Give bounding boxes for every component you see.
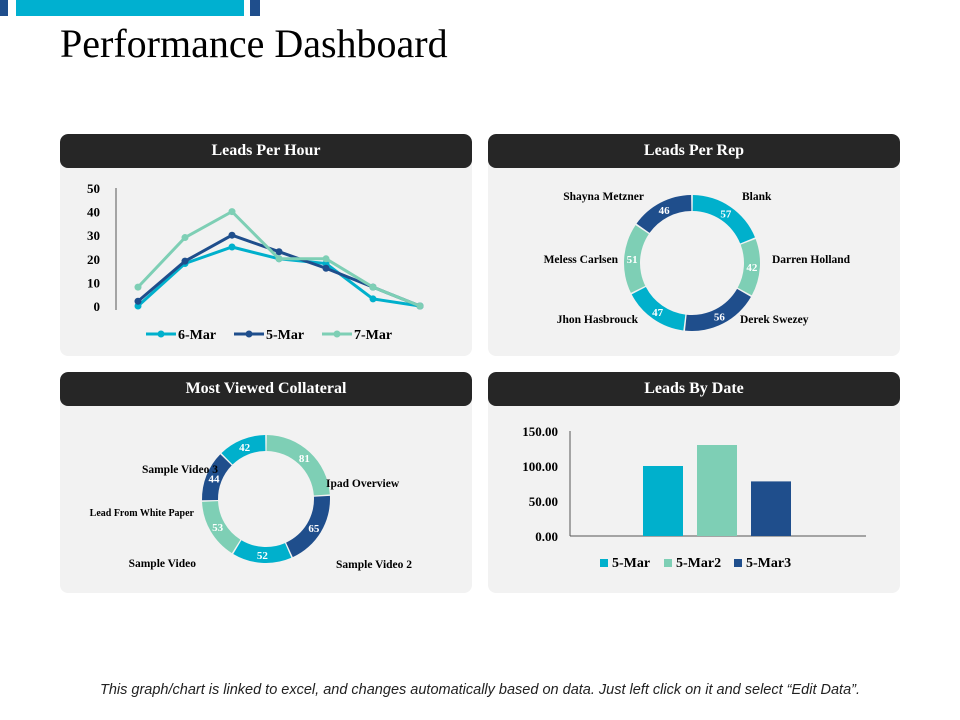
leads-per-hour-header: Leads Per Hour bbox=[60, 134, 472, 168]
slice-value-business-intel: 52 bbox=[257, 550, 269, 562]
legend-label-6-mar: 6-Mar bbox=[178, 328, 216, 343]
most-viewed-collateral-header: Most Viewed Collateral bbox=[60, 372, 472, 406]
leads-by-date-header: Leads By Date bbox=[488, 372, 900, 406]
legend-swatch-5-mar2 bbox=[664, 559, 672, 567]
footnote: This graph/chart is linked to excel, and… bbox=[99, 682, 861, 698]
donut-slice-darren-holland bbox=[737, 239, 760, 296]
top-accent-bar-left bbox=[0, 0, 8, 16]
slice-label-derek-swezey: Derek Swezey bbox=[740, 314, 809, 326]
top-accent-bar-right bbox=[250, 0, 260, 16]
data-point-7-mar bbox=[134, 283, 142, 291]
legend-marker-5-mar bbox=[245, 330, 253, 338]
slice-value-jhon-hasbrouck: 47 bbox=[652, 307, 664, 319]
donut-slice-business-intel bbox=[233, 540, 292, 563]
page-title: Performance Dashboard bbox=[60, 21, 448, 66]
data-point-7-mar bbox=[228, 208, 236, 216]
slice-value-blank: 57 bbox=[720, 208, 732, 220]
legend-label-7-mar: 7-Mar bbox=[354, 328, 392, 343]
leads-per-rep-chart[interactable]: 57 Blank 42 Darren Holland 56 Derek Swezey 47 J… bbox=[488, 168, 900, 356]
slice-value-darren-holland: 42 bbox=[746, 262, 758, 274]
legend-marker-6-mar bbox=[157, 330, 165, 338]
top-accent-bar-main bbox=[16, 0, 244, 16]
slice-label-ipad-overview: Ipad Overview bbox=[326, 478, 400, 490]
slice-value-sample-video-3: 42 bbox=[239, 442, 251, 454]
legend-swatch-5-mar3 bbox=[734, 559, 742, 567]
slice-label-jhon-hasbrouck: Jhon Hasbrouck bbox=[557, 314, 639, 326]
donut-slice-ipad-overview bbox=[266, 435, 330, 496]
y-tick-label: 50.00 bbox=[529, 494, 558, 509]
bar-5-mar3 bbox=[751, 481, 791, 536]
slice-label-darren-holland: Darren Holland bbox=[772, 254, 851, 266]
donut-slice-meless-carlsen bbox=[624, 225, 649, 293]
data-point-6-mar bbox=[228, 243, 236, 251]
donut-slice-blank bbox=[692, 195, 756, 244]
donut-slice-sample-video-3 bbox=[221, 435, 266, 465]
y-tick-label: 0 bbox=[94, 299, 101, 314]
data-point-7-mar bbox=[181, 234, 189, 242]
data-point-6-mar bbox=[369, 295, 377, 303]
slice-label-shayna-metzner: Shayna Metzner bbox=[563, 191, 644, 203]
y-tick-label: 0.00 bbox=[535, 529, 558, 544]
data-point-5-mar bbox=[181, 257, 189, 265]
slice-value-meless-carlsen: 51 bbox=[627, 254, 638, 266]
y-tick-label: 40 bbox=[87, 205, 100, 220]
slice-label-blank: Blank bbox=[742, 191, 772, 203]
y-tick-label: 30 bbox=[87, 228, 100, 243]
donut-slice-shayna-metzner bbox=[636, 195, 692, 233]
bar-5-mar bbox=[643, 466, 683, 536]
donut-slice-sample-video-2 bbox=[286, 495, 330, 558]
legend-label-5-mar: 5-Mar bbox=[612, 556, 650, 571]
leads-by-date-panel[interactable]: Leads By Date 150.00 100.00 50.00 0.00 5-Mar… bbox=[488, 372, 900, 593]
slice-value-derek-swezey: 56 bbox=[714, 311, 726, 323]
slice-label-sample-video-3: Sample Video 3 bbox=[142, 464, 218, 476]
most-viewed-collateral-panel[interactable]: Most Viewed Collateral 81 Ipad Overview 65… bbox=[60, 372, 472, 593]
y-tick-label: 150.00 bbox=[522, 424, 558, 439]
slice-label-meless-carlsen: Meless Carlsen bbox=[544, 254, 619, 266]
slice-value-lead-from-white-paper: 44 bbox=[208, 473, 220, 485]
legend-label-5-mar2: 5-Mar2 bbox=[676, 556, 721, 571]
leads-per-rep-header: Leads Per Rep bbox=[488, 134, 900, 168]
data-point-5-mar bbox=[228, 231, 236, 239]
slice-value-sample-video-2: 65 bbox=[308, 523, 320, 535]
legend-label-5-mar: 5-Mar bbox=[266, 328, 304, 343]
data-point-7-mar bbox=[369, 283, 377, 291]
series-line-5-mar bbox=[137, 233, 421, 308]
y-tick-label: 50 bbox=[87, 181, 100, 196]
leads-by-date-chart[interactable]: 150.00 100.00 50.00 0.00 5-Mar 5-Mar2 5-Mar3 bbox=[488, 406, 900, 593]
slice-value-ipad-overview: 81 bbox=[299, 453, 310, 465]
leads-per-hour-panel[interactable]: Leads Per Hour 50 40 30 20 10 0 6-Mar 5-Mar 7-Ma… bbox=[60, 134, 472, 356]
legend-swatch-5-mar bbox=[600, 559, 608, 567]
y-tick-label: 20 bbox=[87, 252, 100, 267]
leads-per-rep-panel[interactable]: Leads Per Rep 57 Blank 42 Darren Holland 56 D… bbox=[488, 134, 900, 356]
legend-label-5-mar3: 5-Mar3 bbox=[746, 556, 791, 571]
bar-5-mar2 bbox=[697, 445, 737, 536]
data-point-7-mar bbox=[322, 255, 330, 263]
y-tick-label: 10 bbox=[87, 275, 100, 290]
data-point-5-mar bbox=[134, 297, 142, 305]
donut-slice-derek-swezey bbox=[685, 288, 751, 331]
donut-slice-sample-video bbox=[202, 501, 241, 554]
y-tick-label: 100.00 bbox=[522, 459, 558, 474]
data-point-7-mar bbox=[416, 302, 424, 310]
data-point-7-mar bbox=[275, 255, 283, 263]
legend-marker-7-mar bbox=[333, 330, 341, 338]
data-point-5-mar bbox=[322, 264, 330, 272]
data-point-5-mar bbox=[275, 248, 283, 256]
donut-slice-lead-from-white-paper bbox=[202, 454, 232, 501]
slice-label-sample-video: Sample Video bbox=[129, 558, 197, 570]
donut-slice-jhon-hasbrouck bbox=[631, 287, 686, 331]
slice-value-sample-video: 53 bbox=[212, 522, 224, 534]
slice-value-shayna-metzner: 46 bbox=[659, 205, 671, 217]
leads-per-hour-chart[interactable]: 50 40 30 20 10 0 6-Mar 5-Mar 7-Mar bbox=[60, 168, 472, 356]
slice-label-sample-video-2: Sample Video 2 bbox=[336, 559, 412, 571]
slice-label-lead-from-white-paper: Lead From White Paper bbox=[90, 508, 195, 519]
